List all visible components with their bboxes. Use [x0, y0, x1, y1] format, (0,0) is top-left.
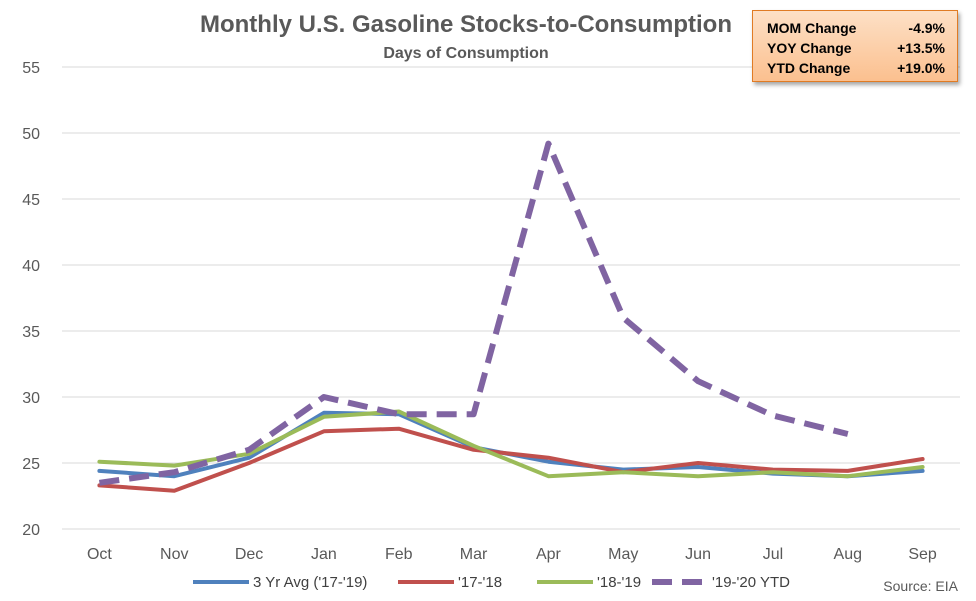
legend-label: '18-'19 [597, 574, 641, 591]
stat-label: MOM Change [767, 20, 857, 36]
source-note: Source: EIA [883, 578, 958, 594]
y-tick-label: 35 [22, 324, 40, 341]
series-line-1 [97, 410, 925, 479]
legend: 3 Yr Avg ('17-'19) '17-'18 '18-'19 '19-'20 … [193, 574, 790, 591]
chart-subtitle: Days of Consumption [383, 45, 548, 62]
legend-label: '19-'20 YTD [712, 574, 790, 591]
x-tick-label: Oct [87, 546, 112, 563]
y-tick-label: 25 [22, 456, 40, 473]
x-tick-label: May [608, 546, 638, 563]
x-tick-label: Dec [235, 546, 263, 563]
stat-value: +19.0% [897, 60, 945, 76]
legend-label: 3 Yr Avg ('17-'19) [253, 574, 367, 591]
x-tick-label: Jan [311, 546, 337, 563]
y-tick-label: 50 [22, 126, 40, 143]
series-line-3 [97, 409, 925, 479]
x-tick-label: Sep [908, 546, 937, 563]
chart-title: Monthly U.S. Gasoline Stocks-to-Consumpt… [200, 11, 732, 38]
stat-value: -4.9% [908, 20, 945, 36]
y-tick-label: 45 [22, 192, 40, 209]
stat-value: +13.5% [897, 40, 945, 56]
stats-box: MOM Change -4.9% YOY Change +13.5% YTD C… [752, 10, 958, 82]
stat-label: YTD Change [767, 60, 851, 76]
x-tick-label: Apr [536, 546, 562, 563]
stat-row-ytd: YTD Change +19.0% [767, 58, 945, 78]
series-lines [97, 140, 925, 493]
y-tick-label: 30 [22, 390, 40, 407]
stat-label: YOY Change [767, 40, 852, 56]
series-line-4 [98, 140, 849, 486]
x-tick-label: Mar [460, 546, 488, 563]
y-axis: 20 25 30 35 40 45 50 55 [22, 60, 40, 539]
stat-row-yoy: YOY Change +13.5% [767, 38, 945, 58]
y-tick-label: 55 [22, 60, 40, 77]
stat-row-mom: MOM Change -4.9% [767, 18, 945, 38]
series-line-2 [97, 426, 925, 493]
x-tick-label: Jul [763, 546, 783, 563]
x-tick-label: Aug [834, 546, 862, 563]
x-axis: Oct Nov Dec Jan Feb Mar Apr May Jun Jul Aug Sep [87, 546, 937, 563]
legend-label: '17-'18 [458, 574, 502, 591]
x-tick-label: Jun [685, 546, 711, 563]
x-tick-label: Nov [160, 546, 188, 563]
y-tick-label: 20 [22, 522, 40, 539]
x-tick-label: Feb [385, 546, 413, 563]
gridlines [62, 66, 960, 530]
y-tick-label: 40 [22, 258, 40, 275]
